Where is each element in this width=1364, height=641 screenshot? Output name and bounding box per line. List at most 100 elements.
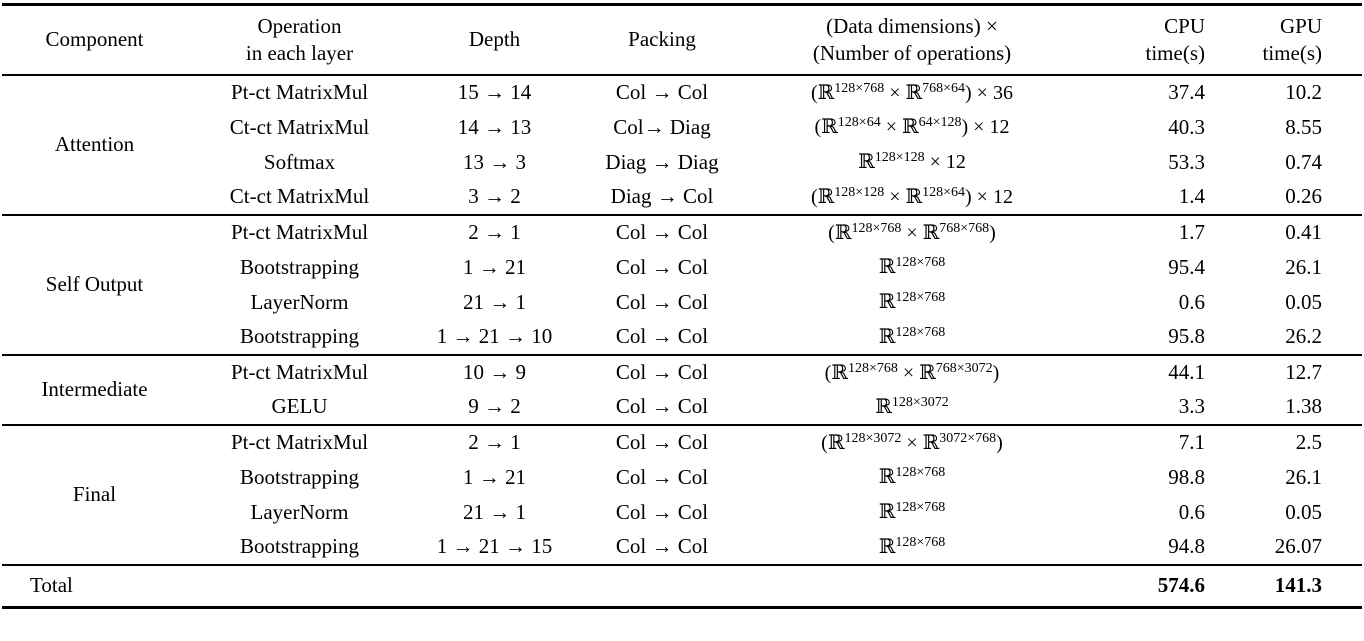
gpu-time-cell: 26.2 [1285, 324, 1322, 349]
cpu-time-cell: 0.6 [1178, 289, 1205, 314]
matrix-dimension-exponent: 768×3072 [935, 360, 993, 376]
data-dimensions-cell: (ℝ128×3072 × ℝ3072×768) [821, 430, 1003, 454]
header-operation-line2: in each layer [245, 40, 354, 65]
matrix-dimension-exponent: 128×3072 [891, 394, 949, 410]
table-row: GELU 9 → 2 Col → Col ℝ128×3072 3.3 1.38 [2, 390, 1362, 425]
gpu-time-cell: 26.1 [1285, 254, 1322, 279]
gpu-time-cell: 0.05 [1285, 499, 1322, 524]
matrix-dimension-exponent: 128×768 [895, 324, 946, 340]
operation-cell: Softmax [263, 149, 336, 174]
packing-cell: Col → Col [615, 499, 709, 524]
operation-cell: Bootstrapping [240, 324, 359, 349]
header-depth-label: Depth [468, 27, 521, 52]
depth-cell: 1 → 21 [463, 464, 526, 489]
header-gpu-line1: GPU [1279, 14, 1322, 38]
header-packing-label: Packing [628, 27, 696, 52]
packing-cell: Col → Col [615, 324, 709, 349]
component-group-final: Final Pt-ct MatrixMul 2 → 1 Col → Col (ℝ128×… [2, 424, 1362, 565]
table-row: Softmax 13 → 3 Diag → Diag ℝ128×128 × 12 53.… [2, 145, 1362, 180]
matrix-dimension-exponent: 128×768 [895, 255, 946, 271]
table-row: Bootstrapping 1 → 21 → 10 Col → Col ℝ128×76… [2, 320, 1362, 355]
total-label-cell: Total [30, 573, 73, 598]
header-packing: Packing [577, 5, 747, 75]
data-dimensions-cell: (ℝ128×768 × ℝ768×64) × 36 [811, 80, 1013, 104]
packing-cell: Col→ Diag [613, 114, 711, 139]
data-dimensions-cell: ℝ128×768 [878, 324, 946, 348]
header-component-label: Component [45, 27, 144, 52]
total-row: Total 574.6 141.3 [2, 565, 1362, 608]
matrix-dimension-exponent: 128×64 [837, 115, 881, 131]
gpu-time-cell: 0.05 [1285, 289, 1322, 314]
matrix-dimension-exponent: 128×768 [895, 290, 946, 306]
table-row: Ct-ct MatrixMul 14 → 13 Col→ Diag (ℝ128×64 … [2, 110, 1362, 145]
depth-cell: 1 → 21 → 10 [436, 324, 553, 349]
depth-cell: 14 → 13 [457, 114, 532, 139]
header-gpu-line2: time(s) [1262, 40, 1322, 65]
component-cell: Attention [54, 132, 135, 157]
operation-cell: Bootstrapping [240, 534, 359, 559]
packing-cell: Col → Col [615, 360, 709, 385]
data-dimensions-cell: ℝ128×3072 [875, 394, 949, 418]
matrix-dimension-exponent: 128×768 [895, 500, 946, 516]
matrix-dimension-exponent: 128×128 [834, 184, 885, 200]
cpu-time-cell: 40.3 [1168, 114, 1205, 139]
table-row: Bootstrapping 1 → 21 Col → Col ℝ128×768 98.8… [2, 460, 1362, 495]
cpu-time-cell: 0.6 [1178, 499, 1205, 524]
packing-cell: Col → Col [615, 289, 709, 314]
cpu-time-cell: 3.3 [1178, 394, 1205, 419]
depth-cell: 15 → 14 [457, 80, 532, 105]
data-dimensions-cell: ℝ128×768 [878, 465, 946, 489]
packing-cell: Col → Col [615, 430, 709, 455]
operation-cell: Pt-ct MatrixMul [230, 220, 369, 245]
header-dims-line1: (Data dimensions) × [826, 14, 998, 38]
cpu-time-cell: 95.4 [1168, 254, 1205, 279]
header-operation: Operation in each layer [187, 5, 412, 75]
component-cell: Intermediate [41, 377, 148, 402]
component-group-self-output: Self Output Pt-ct MatrixMul 2 → 1 Col → Col… [2, 214, 1362, 355]
header-dims: (Data dimensions) × (Number of operation… [747, 5, 1077, 75]
operation-cell: Pt-ct MatrixMul [230, 430, 369, 455]
packing-cell: Col → Col [615, 220, 709, 245]
total-cpu-time-cell: 574.6 [1157, 573, 1205, 598]
operation-cell: Pt-ct MatrixMul [230, 80, 369, 105]
packing-cell: Col → Col [615, 254, 709, 279]
table-row: LayerNorm 21 → 1 Col → Col ℝ128×768 0.6 0.05 [2, 495, 1362, 530]
depth-cell: 3 → 2 [468, 184, 521, 209]
gpu-time-cell: 0.74 [1285, 149, 1322, 174]
table-header: Component Operation in each layer Depth … [2, 5, 1362, 75]
operation-cell: Bootstrapping [240, 254, 359, 279]
operation-cell: LayerNorm [250, 499, 349, 524]
cpu-time-cell: 94.8 [1168, 534, 1205, 559]
header-cpu-line1: CPU [1164, 14, 1205, 38]
operation-cell: GELU [271, 394, 328, 419]
data-dimensions-cell: ℝ128×768 [878, 500, 946, 524]
depth-cell: 10 → 9 [463, 360, 526, 385]
table-row: Final Pt-ct MatrixMul 2 → 1 Col → Col (ℝ128×… [2, 425, 1362, 506]
packing-cell: Col → Col [615, 394, 709, 419]
component-cell: Self Output [45, 272, 144, 297]
table-row: Intermediate Pt-ct MatrixMul 10 → 9 Col → C… [2, 355, 1362, 401]
gpu-time-cell: 1.38 [1285, 394, 1322, 419]
operation-cell: Ct-ct MatrixMul [229, 184, 370, 209]
data-dimensions-cell: (ℝ128×128 × ℝ128×64) × 12 [811, 184, 1013, 208]
depth-cell: 2 → 1 [468, 430, 521, 455]
data-dimensions-cell: ℝ128×768 [878, 290, 946, 314]
gpu-time-cell: 8.55 [1285, 114, 1322, 139]
matrix-dimension-exponent: 128×768 [895, 465, 946, 481]
gpu-time-cell: 0.26 [1285, 184, 1322, 209]
cpu-time-cell: 7.1 [1178, 430, 1205, 455]
data-dimensions-cell: (ℝ128×64 × ℝ64×128) × 12 [814, 115, 1010, 139]
table-row: Bootstrapping 1 → 21 Col → Col ℝ128×768 95.4… [2, 250, 1362, 285]
gpu-time-cell: 12.7 [1285, 360, 1322, 385]
packing-cell: Col → Col [615, 464, 709, 489]
total-spacer-cell [187, 565, 1077, 608]
matrix-dimension-exponent: 128×768 [895, 534, 946, 550]
header-gpu-time: GPU time(s) [1227, 5, 1362, 75]
data-dimensions-cell: ℝ128×768 [878, 534, 946, 558]
data-dimensions-cell: (ℝ128×768 × ℝ768×768) [828, 220, 996, 244]
header-cpu-line2: time(s) [1145, 40, 1205, 65]
data-dimensions-cell: (ℝ128×768 × ℝ768×3072) [824, 360, 1000, 384]
matrix-dimension-exponent: 64×128 [918, 115, 962, 131]
depth-cell: 9 → 2 [468, 394, 521, 419]
